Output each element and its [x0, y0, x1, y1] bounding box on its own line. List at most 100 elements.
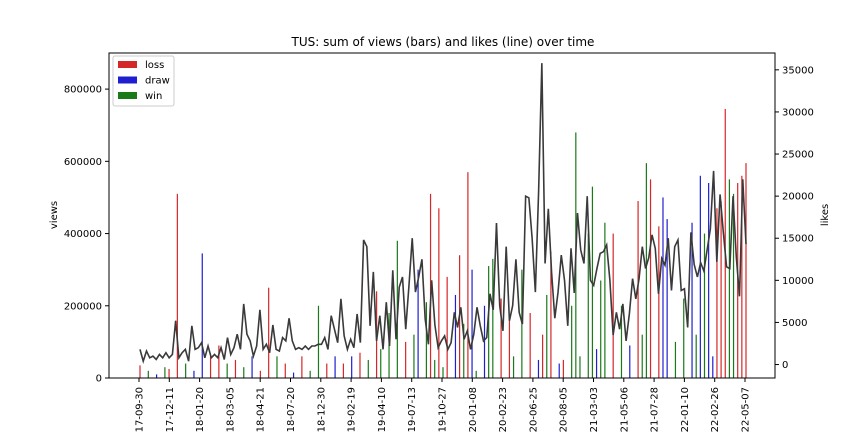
bar-win [683, 298, 685, 378]
bar-draw [351, 356, 353, 378]
y2-axis-label: likes [820, 204, 831, 226]
bar-loss [550, 251, 552, 378]
bar-loss [234, 359, 237, 378]
x-tick-label: 22-05-07 [741, 387, 752, 432]
bar-loss [716, 208, 718, 378]
x-tick-label: 18-12-30 [316, 387, 327, 432]
bar-loss [467, 172, 469, 378]
bar-draw [666, 219, 668, 378]
bar-draw [292, 372, 295, 378]
bar-win [164, 367, 166, 378]
bar-draw [708, 183, 710, 378]
plot-frame [108, 52, 776, 379]
bar-draw [629, 345, 631, 378]
bar-win [512, 356, 515, 378]
bar-draw [537, 359, 540, 378]
bar-draw [156, 374, 158, 378]
bar-win [587, 233, 589, 378]
x-tick-label: 19-10-27 [438, 387, 449, 432]
y-tick-label: 600000 [64, 157, 102, 168]
x-tick-label: 20-06-25 [528, 387, 539, 432]
bar-win [425, 302, 427, 378]
y-tick-label: 400000 [64, 229, 102, 240]
bar-draw [558, 363, 560, 378]
chart-title: TUS: sum of views (bars) and likes (line… [291, 35, 595, 49]
bar-win [463, 323, 465, 378]
x-tick-label: 22-01-10 [680, 387, 691, 432]
bar-win [276, 356, 278, 378]
bar-loss [446, 276, 448, 378]
x-tick-label: 19-07-13 [407, 387, 418, 432]
bar-win [645, 163, 647, 378]
bar-win [475, 370, 477, 378]
x-tick-label: 18-07-20 [286, 387, 297, 432]
bar-loss [139, 365, 141, 378]
likes-line [139, 63, 747, 364]
bar-win [579, 356, 581, 378]
bar-win [317, 305, 320, 378]
bar-draw [417, 269, 419, 378]
x-tick-label: 18-03-05 [225, 387, 236, 432]
x-tick-label: 20-02-23 [498, 387, 509, 432]
x-tick-label: 20-08-05 [559, 387, 570, 432]
bar-loss [508, 320, 511, 378]
y2-tick-label: 35000 [782, 65, 814, 76]
x-tick-label: 21-03-03 [589, 387, 600, 432]
bar-draw [699, 175, 701, 378]
x-tick-label: 17-09-30 [135, 387, 146, 432]
bar-loss [658, 226, 660, 378]
bar-draw [712, 356, 714, 378]
bar-win [380, 349, 382, 378]
legend-label-loss: loss [145, 60, 164, 71]
plot-area [139, 63, 747, 378]
y2-tick-label: 20000 [782, 192, 814, 203]
bar-win [243, 367, 245, 378]
legend-swatch-draw [118, 76, 137, 84]
bar-draw [193, 370, 195, 378]
bar-loss [176, 193, 178, 378]
bar-loss [429, 193, 432, 378]
bar-win [641, 334, 643, 378]
x-tick-label: 19-02-19 [347, 387, 358, 432]
bar-loss [529, 313, 531, 378]
y2-tick-label: 10000 [782, 276, 814, 287]
bar-win [226, 363, 228, 378]
x-tick-label: 17-12-11 [165, 387, 176, 432]
legend-swatch-win [118, 92, 137, 99]
y-axis-left: 0 200000 400000 600000 800000 [64, 85, 109, 385]
bar-loss [326, 363, 328, 378]
bar-loss [542, 334, 544, 378]
y-axis-label: views [49, 201, 60, 229]
bar-draw [454, 294, 457, 378]
bar-loss [405, 341, 407, 378]
bar-draw [471, 269, 473, 378]
y2-tick-label: 30000 [782, 107, 814, 118]
bar-loss [438, 208, 440, 378]
bar-loss [720, 201, 722, 378]
x-tick-label: 22-02-26 [710, 387, 721, 432]
bar-win [147, 370, 149, 378]
bar-draw [483, 305, 486, 378]
bar-win [309, 370, 311, 378]
bar-win [674, 341, 677, 378]
x-tick-label: 20-01-08 [468, 387, 479, 432]
bar-loss [649, 179, 652, 378]
bar-loss [284, 363, 286, 378]
bar-loss [259, 370, 261, 378]
x-tick-label: 18-04-21 [256, 387, 267, 432]
bar-loss [724, 108, 726, 378]
bar-win [185, 363, 187, 378]
bar-loss [612, 233, 614, 378]
legend-label-draw: draw [145, 76, 170, 87]
y-tick-label: 200000 [64, 301, 102, 312]
bar-win [442, 367, 444, 378]
bar-win [728, 179, 730, 378]
x-axis: 17-09-30 17-12-11 18-01-20 18-03-05 18-04-21… [135, 378, 752, 432]
bar-win [620, 305, 623, 378]
x-tick-label: 21-07-28 [650, 387, 661, 432]
bar-loss [209, 356, 212, 378]
y2-tick-label: 0 [782, 360, 788, 371]
bar-draw [201, 253, 203, 378]
bar-win [546, 294, 548, 378]
